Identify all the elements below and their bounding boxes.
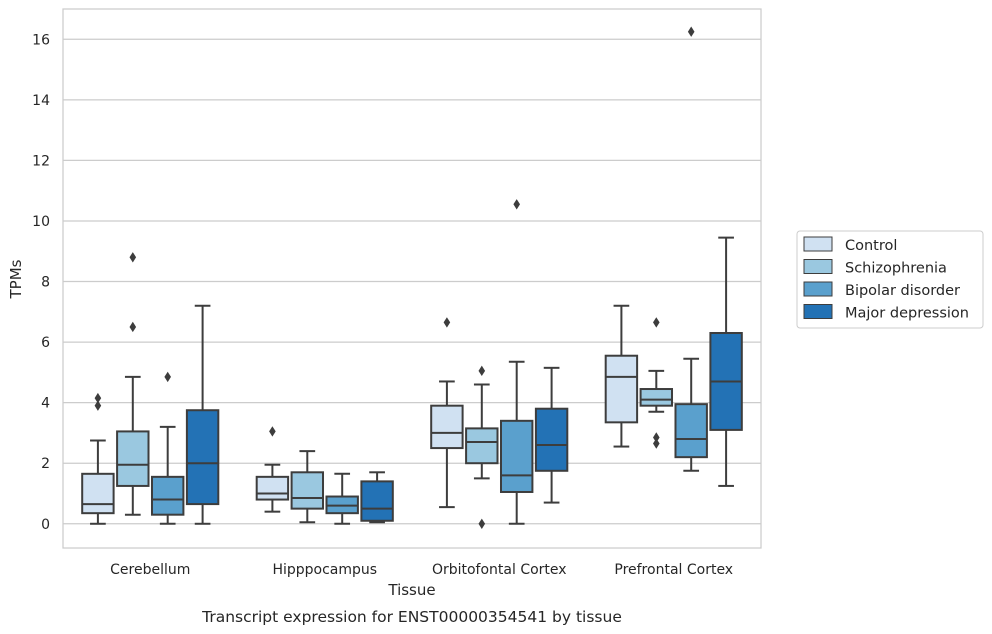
x-tick-label: Hipppocampus xyxy=(272,562,377,578)
box-control xyxy=(255,426,290,513)
box-body xyxy=(360,480,394,522)
box-bipolar-disorder xyxy=(674,26,708,472)
box-body xyxy=(465,427,499,465)
box-body xyxy=(116,430,150,487)
box-body xyxy=(674,403,708,459)
x-axis-label: Tissue xyxy=(387,581,435,599)
box-body xyxy=(290,471,325,510)
boxes xyxy=(81,26,743,529)
x-tick-label: Orbitofontal Cortex xyxy=(432,562,567,578)
outlier-point xyxy=(443,317,451,328)
figure-caption: Transcript expression for ENST0000035454… xyxy=(201,608,622,626)
legend-swatch xyxy=(803,259,833,274)
x-tick-label: Prefrontal Cortex xyxy=(614,562,733,578)
outlier-point xyxy=(653,317,660,328)
box-control xyxy=(430,317,464,509)
legend-frame xyxy=(796,230,984,329)
box-major-depression xyxy=(360,471,394,524)
legend-swatch xyxy=(803,236,833,252)
y-tick-label: 2 xyxy=(41,456,50,472)
box-body xyxy=(150,475,185,516)
box-body xyxy=(604,354,639,424)
y-tick-label: 0 xyxy=(41,517,50,533)
box-body xyxy=(255,475,290,501)
box-body xyxy=(81,472,115,515)
box-major-depression xyxy=(534,366,569,504)
box-bipolar-disorder xyxy=(499,199,534,525)
legend-label: Bipolar disorder xyxy=(845,283,960,299)
legend-items: Control Schizophrenia Bipolar disorder Majo… xyxy=(803,236,969,322)
box-bipolar-disorder xyxy=(325,472,359,525)
x-tick-label: Cerebellum xyxy=(110,562,190,578)
y-tick-label: 6 xyxy=(41,335,50,351)
x-axis-ticks: Cerebellum Hipppocampus Orbitofontal Corte… xyxy=(110,562,733,578)
box-body xyxy=(639,388,674,407)
box-body xyxy=(499,419,534,493)
box-body xyxy=(430,404,464,450)
y-tick-label: 16 xyxy=(32,32,50,48)
box-body xyxy=(185,409,220,506)
box-schizophrenia xyxy=(465,365,499,529)
y-tick-label: 4 xyxy=(41,396,50,412)
box-bipolar-disorder xyxy=(150,371,185,525)
outlier-point xyxy=(269,426,276,437)
legend-label: Control xyxy=(845,238,897,254)
gridlines xyxy=(63,38,761,525)
outlier-point xyxy=(164,371,171,383)
outlier-point xyxy=(478,365,486,377)
box-control xyxy=(604,304,639,448)
box-major-depression xyxy=(185,304,220,525)
outlier-point xyxy=(129,252,137,263)
box-schizophrenia xyxy=(116,252,150,516)
y-tick-label: 8 xyxy=(41,275,50,291)
outlier-point xyxy=(94,392,102,404)
outlier-point xyxy=(129,321,137,333)
y-tick-label: 12 xyxy=(32,153,50,169)
y-tick-label: 10 xyxy=(32,214,50,230)
outlier-point xyxy=(513,199,520,210)
outlier-point xyxy=(653,432,660,443)
legend-label: Schizophrenia xyxy=(845,261,947,277)
outlier-point xyxy=(94,400,102,411)
legend-swatch xyxy=(803,281,833,297)
legend-label: Major depression xyxy=(845,306,969,322)
box-body xyxy=(534,407,569,472)
plot-area-frame xyxy=(62,8,762,549)
box-major-depression xyxy=(709,236,743,487)
box-schizophrenia xyxy=(290,450,325,524)
outlier-point xyxy=(653,438,660,449)
legend: Control Schizophrenia Bipolar disorder Majo… xyxy=(796,230,984,329)
y-tick-label: 14 xyxy=(32,93,50,109)
y-axis-ticks: 0 2 4 6 8 10 12 14 16 xyxy=(32,32,50,532)
outlier-point xyxy=(687,26,695,37)
legend-swatch xyxy=(803,304,833,319)
outlier-point xyxy=(478,518,486,529)
box-control xyxy=(81,392,115,525)
box-schizophrenia xyxy=(639,317,674,449)
y-axis-label: TPMs xyxy=(7,259,25,299)
